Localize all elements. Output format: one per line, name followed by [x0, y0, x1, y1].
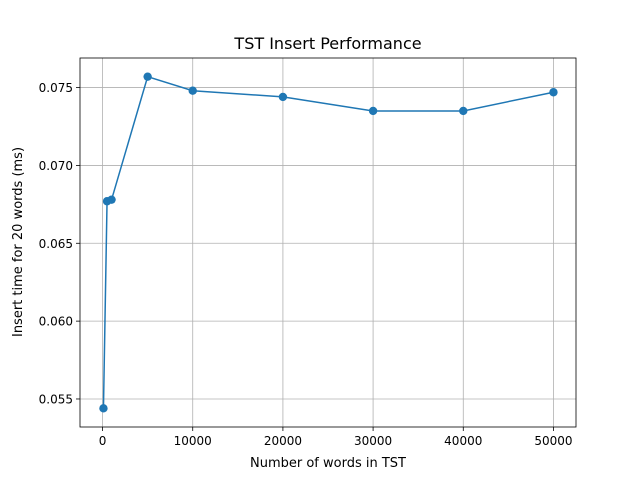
- data-point: [549, 88, 558, 97]
- grid-layer: [80, 58, 576, 427]
- x-tick-label: 0: [99, 434, 107, 448]
- x-tick-label: 50000: [534, 434, 572, 448]
- y-tick-label: 0.075: [39, 81, 73, 95]
- y-axis-label: Insert time for 20 words (ms): [11, 147, 26, 337]
- x-tick-label: 30000: [354, 434, 392, 448]
- y-tick-label: 0.055: [39, 392, 73, 406]
- chart-title: TST Insert Performance: [233, 34, 421, 53]
- x-tick-label: 10000: [174, 434, 212, 448]
- data-point: [368, 106, 378, 116]
- series-layer: [99, 72, 558, 413]
- data-point: [107, 195, 116, 204]
- data-point: [278, 92, 288, 102]
- y-tick-label: 0.060: [39, 315, 73, 329]
- data-point: [188, 86, 197, 95]
- data-point: [459, 106, 468, 116]
- data-point: [143, 72, 152, 81]
- data-point: [99, 404, 108, 413]
- ticks-layer: 0 10000 20000 30000 40000 50000 0.055 0.060 0.06…: [39, 81, 573, 448]
- y-tick-label: 0.070: [39, 159, 73, 173]
- x-tick-label: 40000: [444, 434, 482, 448]
- x-tick-label: 20000: [264, 434, 302, 448]
- x-axis-label: Number of words in TST: [250, 456, 406, 471]
- axes-layer: [79, 57, 577, 428]
- plot-frame: [79, 57, 577, 428]
- y-tick-label: 0.065: [39, 237, 73, 251]
